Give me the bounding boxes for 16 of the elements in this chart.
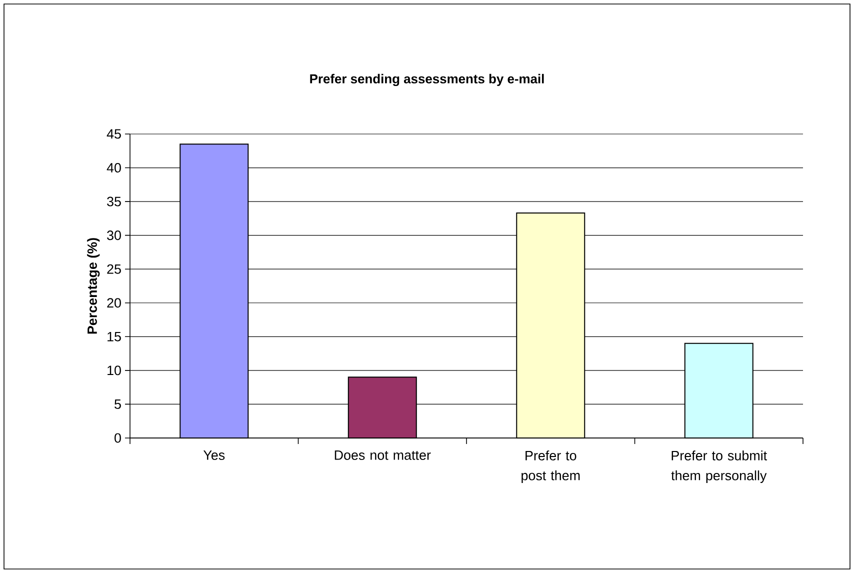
x-tick-label: Prefer to post them [522,450,580,483]
y-tick-label: 45 [106,129,121,139]
y-axis-title: Percentage (%) [87,238,100,334]
y-tick-label: 25 [107,264,121,274]
y-tick-label: 5 [114,400,121,409]
y-tick-label: 40 [106,163,121,173]
x-tick-label: Prefer to submit them personally [671,450,767,483]
chart-title: Prefer sending assessments by e-mail [310,74,544,86]
y-tick-label: 10 [108,366,121,376]
x-tick-label: Yes [203,450,225,460]
x-tick-label: Does not matter [334,450,431,460]
y-tick-label: 15 [108,332,121,342]
y-tick-label: 30 [107,230,121,240]
y-tick-label: 0 [114,433,121,443]
y-tick-label: 20 [107,298,121,308]
y-tick-label: 35 [107,196,121,206]
